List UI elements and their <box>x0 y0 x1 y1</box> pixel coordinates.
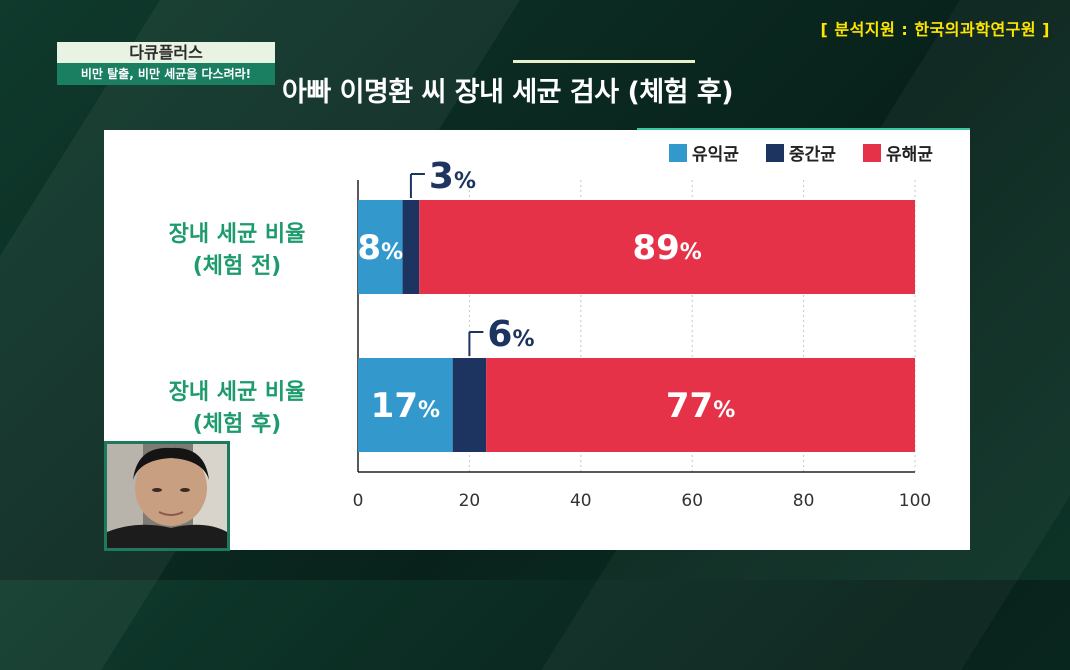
chart: 0 20 40 60 80 100 8% 3% 89% 장내 세균 비율 (체험 전) 17% 6% 77… <box>169 144 933 511</box>
data-label: 6% <box>487 314 534 355</box>
data-label: 77% <box>666 386 735 426</box>
bar-segment <box>486 358 915 452</box>
category-label: 장내 세균 비율 <box>169 222 306 247</box>
data-label: 89% <box>632 228 701 268</box>
x-tick-label: 40 <box>570 491 592 511</box>
data-label: 17% <box>371 386 440 426</box>
chart-card: 0 20 40 60 80 100 8% 3% 89% 장내 세균 비율 (체험 전) 17% 6% 77… <box>104 130 970 550</box>
source-caption: [ 분석지원 : 한국의과학연구원 ] <box>820 20 1050 39</box>
x-tick-label: 20 <box>459 491 481 511</box>
bar-segment <box>358 200 403 294</box>
bar-segment <box>358 358 453 452</box>
legend-swatch <box>669 144 687 162</box>
legend-swatch <box>766 144 784 162</box>
data-label: 8% <box>357 228 403 268</box>
card-accent-line <box>637 128 970 131</box>
bar-segment <box>452 358 487 452</box>
x-tick-label: 60 <box>681 491 703 511</box>
program-title: 다큐플러스 <box>57 42 275 63</box>
program-subtitle: 비만 탈출, 비만 세균을 다스려라! <box>57 63 275 85</box>
x-tick-label: 80 <box>793 491 815 511</box>
legend-label: 중간균 <box>789 145 836 165</box>
category-label: (체험 전) <box>193 253 282 279</box>
bar-segment <box>402 200 420 294</box>
x-tick-label: 0 <box>353 491 364 511</box>
category-label: (체험 후) <box>193 411 282 437</box>
x-tick-label: 100 <box>899 491 931 511</box>
person-photo <box>107 444 227 548</box>
program-badge: 다큐플러스 비만 탈출, 비만 세균을 다스려라! <box>57 42 275 85</box>
legend-swatch <box>863 144 881 162</box>
data-label: 3% <box>429 156 476 197</box>
page-title: 아빠 이명환 씨 장내 세균 검사 (체험 후) <box>282 77 734 108</box>
bar-segment <box>419 200 915 294</box>
legend-label: 유익균 <box>692 145 739 165</box>
category-label: 장내 세균 비율 <box>169 380 306 405</box>
presenter-thumbnail <box>104 441 230 551</box>
legend-label: 유해균 <box>886 145 933 165</box>
title-accent-line <box>513 60 695 63</box>
